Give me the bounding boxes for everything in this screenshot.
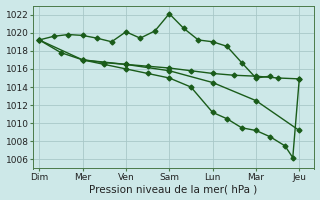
- X-axis label: Pression niveau de la mer( hPa ): Pression niveau de la mer( hPa ): [90, 184, 258, 194]
